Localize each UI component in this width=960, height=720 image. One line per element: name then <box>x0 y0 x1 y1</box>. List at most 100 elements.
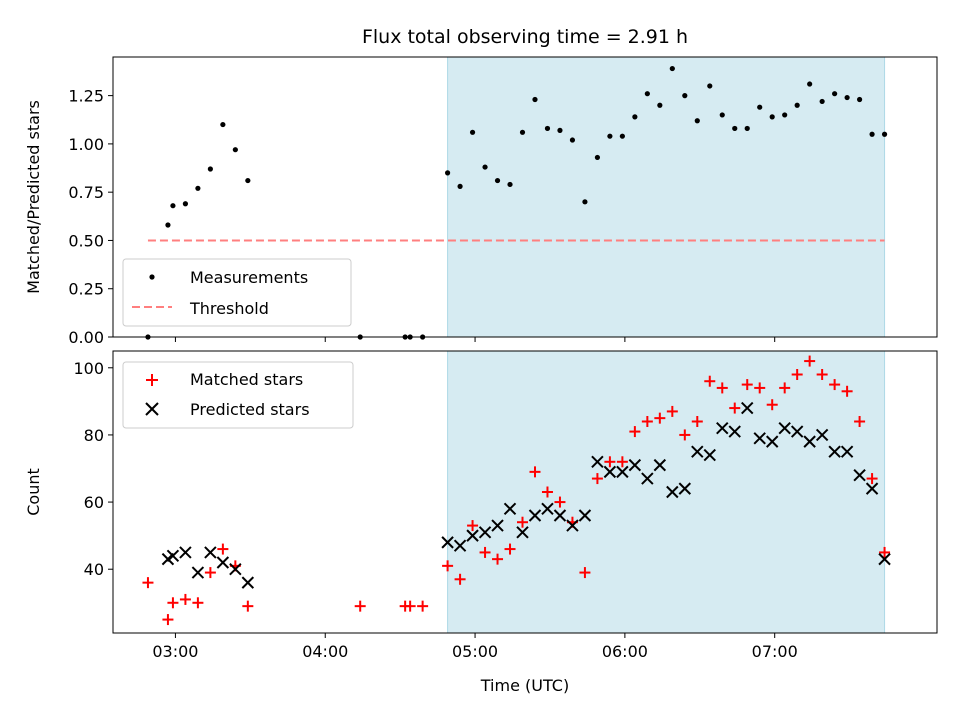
predicted-star-point <box>566 519 579 532</box>
matched-star-point <box>691 416 703 427</box>
matched-star-point <box>167 597 179 609</box>
measurement-point <box>207 166 213 172</box>
matched-star-point <box>879 546 891 558</box>
predicted-star-point <box>179 546 192 559</box>
matched-star-point <box>354 600 366 612</box>
measurement-point <box>694 118 700 124</box>
predicted-star-point <box>765 435 779 448</box>
predicted-star-point <box>241 576 255 589</box>
bottom-y-ticks: 40 60 80 100 <box>73 359 113 579</box>
measurement-point <box>170 203 176 209</box>
bottom-axes-frame <box>112 350 938 634</box>
measurement-point <box>519 129 526 135</box>
predicted-star-point <box>753 432 766 445</box>
measurement-point <box>744 125 750 132</box>
predicted-star-point <box>466 529 479 542</box>
matched-star-point <box>854 416 866 427</box>
measurement-point <box>881 131 888 137</box>
measurement-point <box>757 104 763 110</box>
legend-threshold-label: Threshold <box>189 299 269 318</box>
predicted-star-point <box>478 526 492 539</box>
measurement-point <box>657 102 663 108</box>
measurement-point <box>732 125 738 132</box>
matched-star-point <box>192 597 204 609</box>
matched-star-point <box>529 466 541 478</box>
predicted-star-point <box>453 539 467 552</box>
predicted-star-point <box>541 502 554 515</box>
bottom-shaded-region <box>447 350 886 634</box>
predicted-star-point <box>778 422 791 435</box>
predicted-star-point <box>503 502 517 515</box>
measurement-point <box>482 164 488 170</box>
predicted-star-point <box>641 472 654 485</box>
measurement-point <box>832 91 838 97</box>
measurement-point <box>532 96 538 103</box>
measurement-point <box>220 121 226 128</box>
matched-star-point <box>417 600 429 612</box>
measurement-point <box>844 94 850 101</box>
matched-star-point <box>162 614 174 626</box>
matched-star-point <box>204 567 216 579</box>
measurement-point <box>195 185 201 191</box>
y-tick-label: 100 <box>73 359 104 378</box>
matched-star-point <box>754 382 766 394</box>
matched-star-point <box>666 405 678 417</box>
matched-star-point <box>766 399 778 411</box>
matched-star-point <box>467 520 479 532</box>
predicted-star-point <box>204 546 217 559</box>
matched-star-point <box>554 496 566 508</box>
top-y-axis-label: Matched/Predicted stars <box>24 100 43 294</box>
matched-star-point <box>729 402 741 414</box>
predicted-star-point <box>865 482 879 495</box>
measurement-point <box>794 102 800 108</box>
chart-title: Flux total observing time = 2.91 h <box>362 26 688 48</box>
bottom-legend-box <box>122 361 354 429</box>
predicted-star-point <box>491 519 504 532</box>
predicted-star-point <box>616 465 629 479</box>
x-tick-label: 06:00 <box>602 642 648 661</box>
top-shaded-region <box>447 56 886 338</box>
matched-star-point <box>454 573 466 585</box>
y-tick-label: 1.00 <box>68 135 104 154</box>
matched-star-point <box>479 546 491 558</box>
predicted-star-point <box>603 465 617 479</box>
predicted-star-point <box>716 422 729 435</box>
matched-star-point <box>616 456 628 468</box>
predicted-star-point <box>703 448 716 462</box>
matched-star-point <box>492 553 504 565</box>
matched-star-point <box>654 412 666 424</box>
measurement-point <box>669 65 675 72</box>
predicted-star-point <box>678 482 692 495</box>
y-tick-label: 1.25 <box>68 87 104 106</box>
bottom-x-ticks: 03:00 04:00 05:00 06:00 07:00 <box>152 633 798 661</box>
predicted-star-point <box>441 536 454 549</box>
bottom-observing-span <box>447 350 886 634</box>
matched-star-point <box>704 375 716 387</box>
y-tick-label: 0.50 <box>68 231 104 250</box>
bottom-y-axis-label: Count <box>24 468 43 516</box>
x-tick-label: 03:00 <box>152 642 198 661</box>
x-tick-label: 07:00 <box>752 642 798 661</box>
measurement-point <box>607 133 613 139</box>
predicted-star-point <box>653 458 667 472</box>
predicted-star-point <box>578 509 592 522</box>
predicted-star-point <box>803 435 816 448</box>
matched-star-point <box>629 426 641 438</box>
legend-matched-marker <box>146 374 158 386</box>
matched-star-point <box>517 516 529 528</box>
measurement-point <box>594 154 601 161</box>
measurement-point <box>719 112 725 118</box>
matched-star-point <box>804 355 816 367</box>
predicted-star-points <box>161 401 891 589</box>
y-tick-label: 0.25 <box>68 280 104 299</box>
measurement-point <box>769 114 775 120</box>
measurement-point <box>819 98 825 105</box>
top-y-ticks: 0.00 0.25 0.50 0.75 1.00 1.25 <box>68 87 113 347</box>
matched-star-point <box>504 543 516 555</box>
measurement-point <box>544 125 551 132</box>
matched-star-point <box>641 416 653 427</box>
top-legend: Measurements Threshold <box>122 258 352 327</box>
y-tick-label: 0.75 <box>68 183 104 202</box>
x-tick-label: 05:00 <box>452 642 498 661</box>
